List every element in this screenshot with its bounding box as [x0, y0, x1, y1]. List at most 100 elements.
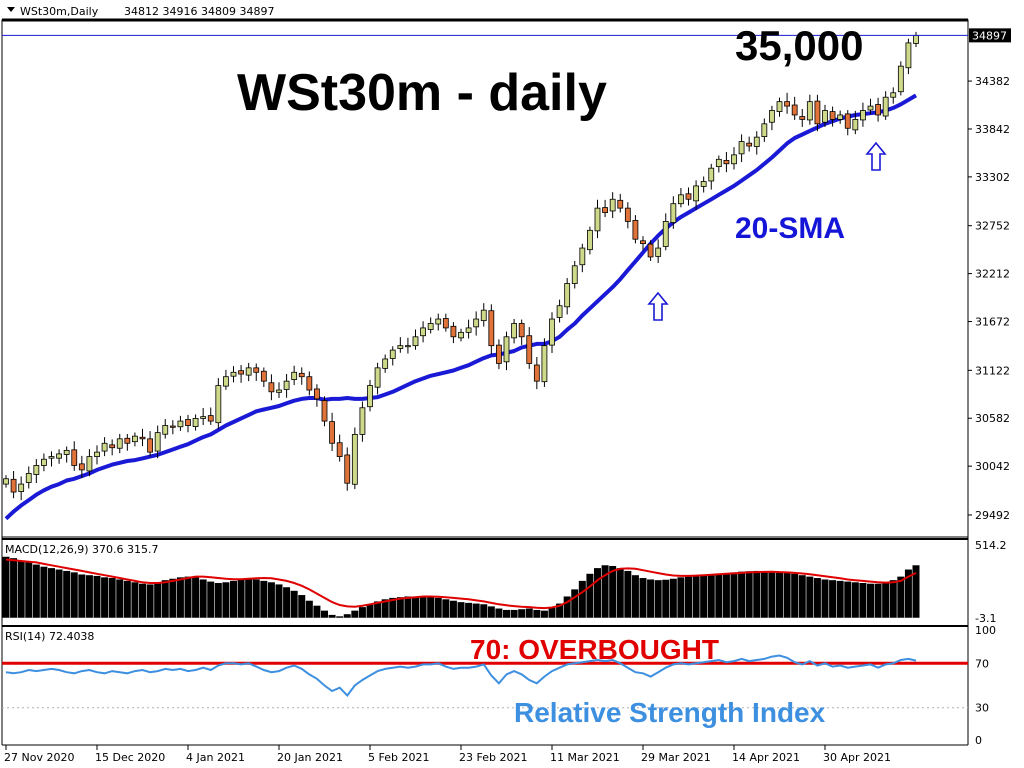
candle-body: [147, 438, 153, 453]
macd-label: MACD(12,26,9) 370.6 315.7: [5, 543, 159, 556]
macd-bar: [563, 596, 571, 618]
sma-line: [4, 93, 918, 521]
macd-bar: [10, 558, 18, 618]
candle-body: [200, 416, 207, 419]
macd-bar: [874, 583, 882, 618]
candle-body: [230, 371, 237, 377]
macd-bar: [548, 607, 556, 618]
candle-body: [662, 221, 669, 247]
macd-bar: [730, 572, 738, 618]
macd-bar: [889, 580, 897, 618]
candle-body: [715, 158, 722, 168]
macd-bar: [381, 599, 389, 618]
macd-signal-line: [5, 558, 917, 610]
macd-bar: [692, 575, 700, 618]
macd-bar: [495, 608, 503, 618]
candle-body: [427, 323, 434, 330]
macd-bar: [108, 578, 116, 618]
macd-bar: [214, 583, 222, 618]
candle-body: [351, 433, 358, 485]
macd-tick-label: -3.1: [975, 612, 996, 625]
candle-body: [526, 335, 533, 364]
candle-body: [753, 136, 760, 147]
macd-bar: [404, 596, 412, 618]
candle-body: [253, 367, 260, 373]
macd-bar: [540, 610, 548, 618]
candle-body: [169, 425, 176, 428]
candle-body: [579, 247, 586, 266]
candle-body: [769, 110, 775, 123]
candle-body: [238, 370, 244, 375]
macd-bar: [859, 583, 867, 618]
candle-body: [344, 454, 351, 484]
candle-body: [63, 449, 70, 455]
macd-bar: [131, 582, 139, 618]
ohlc-values: 34812 34916 34809 34897: [124, 5, 274, 18]
macd-bar: [639, 578, 647, 618]
candle-body: [276, 389, 282, 393]
candle-body: [571, 265, 578, 284]
candle-body: [71, 449, 78, 466]
macd-bar: [707, 574, 715, 618]
macd-bar: [912, 565, 920, 618]
candle-body: [913, 34, 919, 44]
macd-bar: [275, 584, 283, 618]
candle-body: [829, 111, 836, 120]
chart-annotation-title: WSt30m - daily: [237, 64, 607, 122]
candle-body: [306, 376, 313, 391]
macd-bar: [510, 609, 518, 618]
date-tick-label: 15 Dec 2020: [95, 751, 165, 764]
candle-body: [78, 463, 85, 471]
macd-bar: [851, 582, 859, 618]
macd-bar: [48, 568, 55, 618]
candle-body: [602, 207, 608, 213]
rsi-annotation: Relative Strength Index: [514, 697, 826, 728]
candle-body: [18, 483, 25, 492]
symbol-dropdown-icon[interactable]: [7, 7, 15, 12]
candle-body: [109, 444, 116, 449]
price-axis-ticks: 34382 33842 33302 32752 32212 31672 31122 30582…: [968, 75, 1010, 522]
candle-body: [564, 283, 571, 308]
macd-bar: [631, 575, 639, 618]
candle-body: [367, 385, 373, 408]
macd-bar: [798, 575, 806, 618]
candle-body: [670, 203, 677, 223]
macd-bar: [867, 583, 874, 618]
candle-body: [693, 185, 699, 202]
macd-bar: [374, 601, 382, 618]
candle-body: [283, 380, 290, 390]
candle-body: [844, 113, 851, 129]
macd-bar: [2, 556, 10, 618]
candle-body: [496, 344, 502, 364]
candle-body: [397, 345, 404, 349]
macd-bar: [252, 579, 260, 618]
candle-body: [731, 154, 737, 165]
candle-body: [776, 101, 783, 112]
candle-body: [374, 367, 381, 388]
candle-body: [405, 345, 411, 348]
macd-bar: [836, 580, 844, 618]
candle-body: [791, 104, 798, 116]
macd-bar: [715, 573, 723, 618]
candle-body: [867, 105, 874, 111]
candle-body: [25, 473, 32, 483]
price-tick-label: 33842: [975, 123, 1010, 136]
candle-body: [435, 318, 442, 325]
candle-body: [177, 420, 184, 428]
macd-bar: [154, 583, 162, 618]
candle-body: [359, 407, 366, 435]
macd-bar: [449, 600, 457, 618]
candle-body: [897, 65, 904, 93]
candle-body: [260, 370, 267, 382]
macd-bar: [245, 578, 253, 618]
price-tick-label: 30042: [975, 460, 1010, 473]
candle-body: [124, 437, 131, 444]
candle-body: [480, 309, 487, 322]
candle-body: [624, 207, 631, 222]
price-tick-label: 32212: [975, 268, 1010, 281]
candle-body: [852, 118, 859, 131]
macd-bar: [533, 609, 541, 618]
price-tick-label: 30582: [975, 412, 1010, 425]
candle-body: [473, 318, 480, 328]
